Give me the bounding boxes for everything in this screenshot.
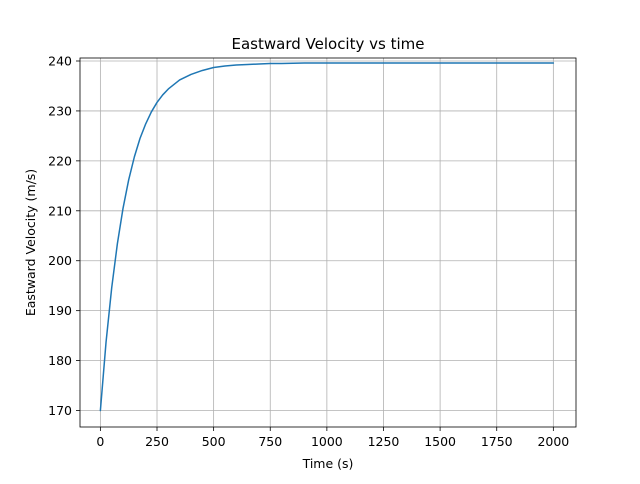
- x-tick-label: 1250: [368, 434, 400, 449]
- plot-frame: [79, 57, 577, 428]
- x-tick-label: 500: [202, 434, 226, 449]
- y-tick-label: 230: [48, 103, 72, 118]
- y-axis-ticks: 170 180 190 200 210 220 230 240: [48, 53, 80, 418]
- x-axis-ticks: 0 250 500 750 1000 1250 1500 1750 2000: [96, 427, 569, 449]
- x-tick-label: 1000: [311, 434, 343, 449]
- x-tick-label: 750: [258, 434, 282, 449]
- y-axis-label: Eastward Velocity (m/s): [23, 169, 38, 316]
- x-axis-label: Time (s): [302, 456, 354, 471]
- grid: [80, 58, 576, 427]
- chart-title: Eastward Velocity vs time: [232, 35, 425, 53]
- y-tick-label: 210: [48, 203, 72, 218]
- y-tick-label: 240: [48, 53, 72, 68]
- y-tick-label: 180: [48, 353, 72, 368]
- x-tick-label: 1500: [424, 434, 456, 449]
- x-tick-label: 2000: [537, 434, 569, 449]
- y-tick-label: 200: [48, 253, 72, 268]
- x-tick-label: 0: [96, 434, 104, 449]
- x-tick-label: 1750: [481, 434, 513, 449]
- series-line: [99, 62, 555, 412]
- series-layer: [99, 62, 555, 412]
- x-tick-label: 250: [145, 434, 169, 449]
- y-tick-label: 170: [48, 403, 72, 418]
- y-tick-label: 220: [48, 153, 72, 168]
- y-tick-label: 190: [48, 303, 72, 318]
